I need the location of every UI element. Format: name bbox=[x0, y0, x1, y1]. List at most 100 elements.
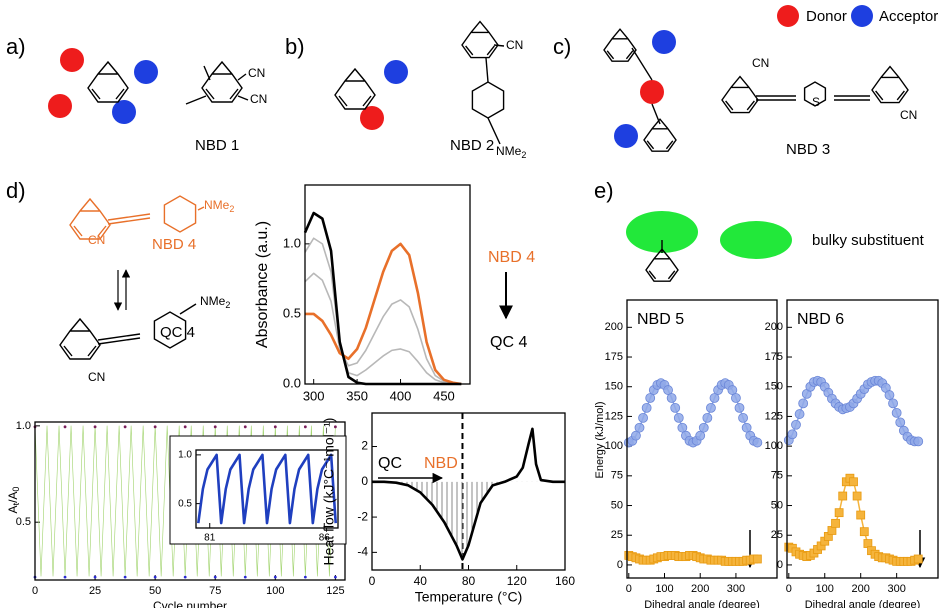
atom-subscript: 2 bbox=[225, 300, 230, 310]
atom-label: CN bbox=[506, 38, 523, 52]
circle-marker bbox=[888, 398, 898, 409]
ring bbox=[153, 311, 187, 349]
square-marker bbox=[834, 508, 844, 518]
structure bbox=[643, 118, 677, 152]
dot-marker bbox=[333, 575, 337, 579]
x-axis-label: Cycle number bbox=[153, 599, 227, 608]
dot-marker bbox=[63, 425, 67, 429]
x-axis-label: Dihedral angle (degree) bbox=[805, 599, 921, 608]
x-tick-label: 120 bbox=[507, 574, 527, 588]
annotation: QC bbox=[378, 455, 402, 472]
panel-label: e) bbox=[594, 178, 614, 203]
dot-marker bbox=[183, 575, 187, 579]
atom-label: S bbox=[812, 95, 820, 109]
bond bbox=[97, 337, 141, 345]
x-tick-label: 50 bbox=[149, 585, 161, 597]
panel-label: b) bbox=[285, 34, 305, 59]
circle-marker bbox=[738, 412, 748, 423]
y-tick-label: 25 bbox=[771, 529, 783, 541]
y-tick-label: 0.5 bbox=[16, 516, 31, 528]
ring bbox=[471, 81, 505, 119]
bond bbox=[179, 303, 197, 315]
x-tick-label: 100 bbox=[816, 583, 834, 595]
circle-marker bbox=[706, 402, 716, 413]
annotation: NBD bbox=[424, 455, 458, 472]
y-tick-label: 1.0 bbox=[178, 450, 192, 461]
donor-dot bbox=[60, 48, 84, 72]
circle-marker bbox=[666, 393, 677, 403]
plot-frame bbox=[786, 299, 939, 579]
panel-label: a) bbox=[6, 34, 26, 59]
molecule-name: QC 4 bbox=[160, 324, 195, 341]
y-tick-label: 0 bbox=[777, 559, 783, 571]
x-tick-label: 450 bbox=[433, 388, 455, 403]
donor-dot bbox=[48, 94, 72, 118]
dot-marker bbox=[303, 425, 307, 429]
y-tick-label: 0.5 bbox=[283, 305, 301, 320]
structure bbox=[59, 317, 101, 360]
molecule-name: NBD 3 bbox=[786, 141, 830, 158]
y-axis-label: Heat flow (kJ°C⁻¹mol⁻¹) bbox=[321, 418, 337, 566]
circle-marker bbox=[670, 402, 681, 413]
y-tick-label: 25 bbox=[611, 529, 623, 541]
atom-subscript: 2 bbox=[521, 150, 526, 160]
structure bbox=[461, 20, 499, 59]
bond bbox=[631, 47, 653, 81]
circle-marker bbox=[698, 422, 709, 433]
x-tick-label: 400 bbox=[390, 388, 412, 403]
dot-marker bbox=[153, 425, 157, 429]
y-axis-label: At/A0 bbox=[6, 487, 21, 514]
donor-dot bbox=[360, 106, 384, 130]
plot-frame bbox=[371, 412, 566, 571]
y-tick-label: 50 bbox=[611, 499, 623, 511]
square-marker bbox=[856, 510, 866, 520]
y-tick-label: -2 bbox=[357, 509, 368, 523]
square-marker bbox=[852, 491, 862, 501]
circle-marker bbox=[798, 398, 809, 409]
atom-label: CN bbox=[752, 56, 769, 70]
legend-label: Acceptor bbox=[879, 8, 938, 25]
ring bbox=[163, 195, 197, 233]
series-line bbox=[628, 382, 758, 444]
y-tick-label: 125 bbox=[605, 410, 623, 422]
y-axis-label-part: A bbox=[6, 505, 20, 513]
circle-marker bbox=[645, 393, 656, 403]
y-tick-label: 100 bbox=[765, 440, 783, 452]
dot-marker bbox=[123, 575, 127, 579]
x-tick-label: 80 bbox=[462, 574, 476, 588]
acceptor-dot bbox=[614, 124, 638, 148]
annotation: QC 4 bbox=[490, 334, 527, 351]
circle-marker bbox=[734, 402, 745, 413]
circle-marker bbox=[727, 385, 738, 395]
y-tick-label: 0.0 bbox=[283, 375, 301, 390]
square-marker bbox=[831, 518, 840, 528]
dot-marker bbox=[93, 425, 97, 429]
x-tick-label: 160 bbox=[555, 574, 575, 588]
legend-label: Donor bbox=[806, 8, 847, 25]
structure bbox=[69, 197, 111, 240]
x-tick-label: 300 bbox=[303, 388, 325, 403]
dot-marker bbox=[213, 425, 217, 429]
x-tick-label: 0 bbox=[369, 574, 376, 588]
x-tick-label: 350 bbox=[346, 388, 368, 403]
square-marker bbox=[859, 527, 869, 537]
square-marker bbox=[849, 477, 858, 487]
circle-marker bbox=[709, 393, 720, 403]
y-tick-label: 0.5 bbox=[178, 498, 192, 509]
dot-marker bbox=[63, 575, 67, 579]
dot-marker bbox=[213, 575, 217, 579]
bond bbox=[237, 73, 247, 81]
x-tick-label: 125 bbox=[326, 585, 344, 597]
circle-marker bbox=[895, 417, 906, 428]
x-tick-label: 0 bbox=[786, 583, 792, 595]
dot-marker bbox=[273, 425, 277, 429]
atom-label: NMe2 bbox=[200, 294, 230, 310]
x-tick-label: 0 bbox=[32, 585, 38, 597]
acceptor-dot bbox=[112, 100, 136, 124]
series-line bbox=[303, 211, 462, 386]
atom-label: CN bbox=[248, 66, 265, 80]
circle-marker bbox=[731, 393, 741, 403]
bond bbox=[97, 333, 141, 341]
structure bbox=[645, 248, 679, 282]
bulky-ellipse bbox=[626, 211, 698, 253]
